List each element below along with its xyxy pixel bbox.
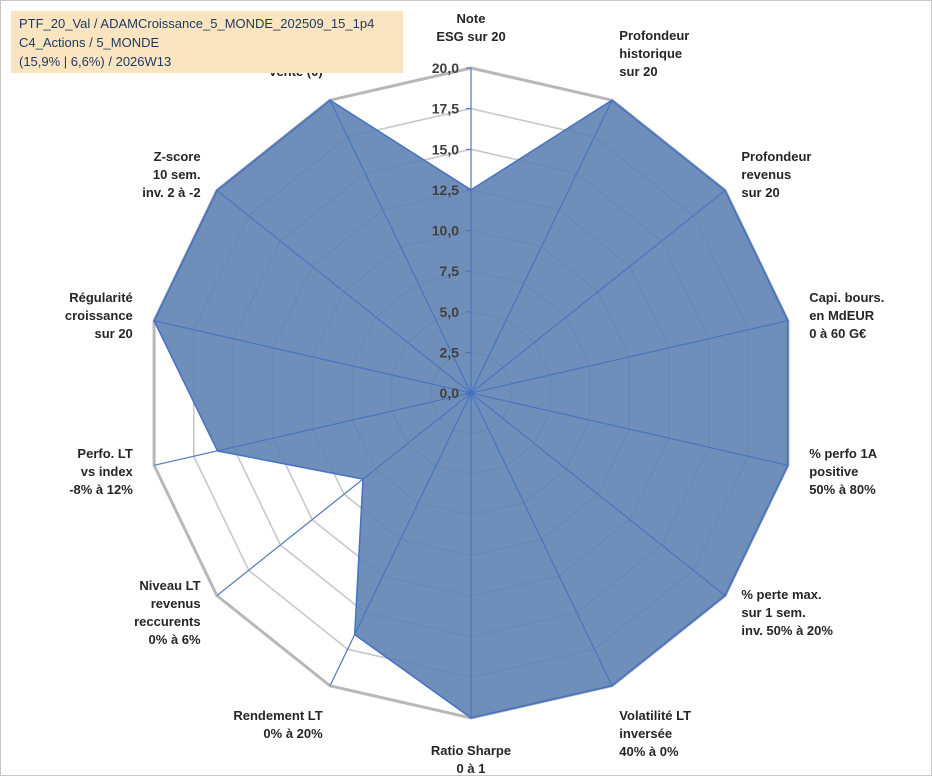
axis-label-line: en MdEUR	[809, 308, 875, 323]
tick-label: 0,0	[440, 385, 460, 401]
axis-label-line: Ratio Sharpe	[431, 743, 511, 758]
axis-label-11: Régularité croissance sur 20	[65, 290, 133, 341]
axis-label-line: Rendement LT	[233, 708, 322, 723]
tick-label: 5,0	[440, 304, 460, 320]
axis-label-line: historique	[619, 46, 682, 61]
axis-label-7: Ratio Sharpe 0 à 1	[431, 743, 511, 775]
axis-label-line: Profondeur	[741, 149, 811, 164]
axis-label-line: 0% à 6%	[149, 632, 201, 647]
axis-label-line: inversée	[619, 726, 672, 741]
axis-label-line: revenus	[151, 596, 201, 611]
axis-label-5: % perte max. sur 1 sem. inv. 50% à 20%	[741, 587, 833, 638]
tick-label: 15,0	[432, 141, 459, 157]
axis-label-line: croissance	[65, 308, 133, 323]
info-line-2: C4_Actions / 5_MONDE	[19, 33, 395, 52]
info-line-1: PTF_20_Val / ADAMCroissance_5_MONDE_2025…	[19, 14, 395, 33]
axis-label-line: sur 1 sem.	[741, 605, 805, 620]
axis-label-line: Note	[457, 11, 486, 26]
axis-label-line: vs index	[81, 464, 134, 479]
axis-label-line: inv. 2 à -2	[142, 185, 200, 200]
axis-label-line: revenus	[741, 167, 791, 182]
axis-label-line: 0 à 60 G€	[809, 326, 866, 341]
axis-label-3: Capi. bours. en MdEUR 0 à 60 G€	[809, 290, 884, 341]
axis-label-line: Niveau LT	[139, 578, 200, 593]
axis-label-0: Note ESG sur 20	[436, 11, 505, 44]
axis-label-line: Régularité	[69, 290, 133, 305]
axis-label-line: reccurents	[134, 614, 200, 629]
axis-label-10: Perfo. LT vs index -8% à 12%	[69, 446, 133, 497]
tick-label: 7,5	[440, 263, 460, 279]
axis-label-line: 50% à 80%	[809, 482, 876, 497]
axis-label-1: Profondeur historique sur 20	[619, 28, 689, 79]
axis-label-line: sur 20	[94, 326, 132, 341]
axis-label-line: inv. 50% à 20%	[741, 623, 833, 638]
axis-label-line: sur 20	[741, 185, 779, 200]
tick-label: 17,5	[432, 101, 459, 117]
axis-label-4: % perfo 1A positive 50% à 80%	[809, 446, 878, 497]
axis-label-2: Profondeur revenus sur 20	[741, 149, 811, 200]
axis-label-line: sur 20	[619, 64, 657, 79]
axis-label-8: Rendement LT 0% à 20%	[233, 708, 323, 741]
tick-label: 20,0	[432, 60, 459, 76]
axis-label-6: Volatilité LT inversée 40% à 0%	[619, 708, 691, 759]
axis-label-line: Profondeur	[619, 28, 689, 43]
axis-label-line: 0 à 1	[457, 761, 486, 775]
axis-label-line: Z-score	[154, 149, 201, 164]
tick-label: 2,5	[440, 344, 460, 360]
axis-label-line: Volatilité LT	[619, 708, 691, 723]
portfolio-info-box: PTF_20_Val / ADAMCroissance_5_MONDE_2025…	[11, 11, 403, 73]
axis-label-9: Niveau LT revenus reccurents 0% à 6%	[134, 578, 201, 647]
tick-label: 10,0	[432, 223, 459, 239]
axis-label-line: Capi. bours.	[809, 290, 884, 305]
axis-label-line: 10 sem.	[153, 167, 201, 182]
info-line-3: (15,9% | 6,6%) / 2026W13	[19, 52, 395, 71]
axis-label-line: positive	[809, 464, 858, 479]
axis-label-line: -8% à 12%	[69, 482, 133, 497]
axis-label-line: ESG sur 20	[436, 29, 505, 44]
axis-label-line: Perfo. LT	[77, 446, 132, 461]
axis-label-12: Z-score 10 sem. inv. 2 à -2	[142, 149, 200, 200]
axis-label-line: 0% à 20%	[263, 726, 323, 741]
axis-label-line: % perte max.	[741, 587, 821, 602]
axis-label-line: 40% à 0%	[619, 744, 679, 759]
axis-label-line: % perfo 1A	[809, 446, 878, 461]
tick-label: 12,5	[432, 182, 459, 198]
